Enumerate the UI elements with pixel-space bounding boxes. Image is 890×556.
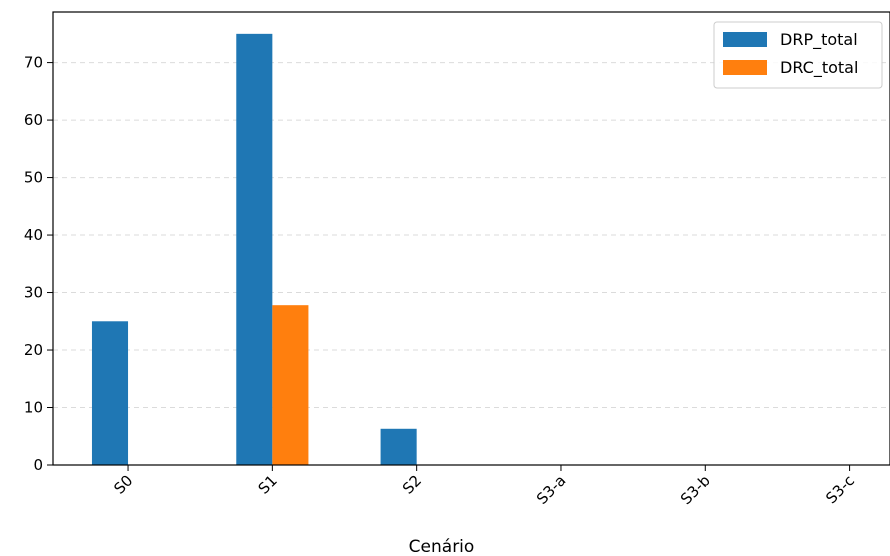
bar-DRC_total-S1 [272, 305, 309, 465]
bar-DRP_total-S2 [380, 428, 417, 465]
x-tick-label: S2 [399, 471, 425, 497]
y-axis: 0 10 20 30 40 50 60 70 [24, 54, 53, 474]
bar-DRP_total-S1 [236, 33, 273, 465]
legend-swatch-DRC_total [723, 60, 767, 75]
bars [91, 33, 417, 465]
y-tick-label: 40 [24, 226, 43, 244]
x-axis-label: Cenário [409, 537, 475, 556]
x-tick-label: S3-b [677, 471, 714, 508]
y-tick-label: 20 [24, 341, 43, 359]
y-tick-label: 70 [24, 54, 43, 72]
x-tick-label: S3-a [533, 471, 570, 508]
y-tick-label: 10 [24, 399, 43, 417]
x-tick-label: S3-c [822, 471, 858, 507]
y-tick-label: 0 [33, 456, 43, 474]
x-tick-label: S0 [110, 471, 136, 497]
legend-label-DRP_total: DRP_total [780, 30, 858, 50]
legend-swatch-DRP_total [723, 32, 767, 47]
y-tick-label: 50 [24, 169, 43, 187]
y-tick-label: 60 [24, 111, 43, 129]
y-tick-label: 30 [24, 284, 43, 302]
legend: DRP_total DRC_total [713, 21, 883, 89]
x-tick-label: S1 [255, 471, 281, 497]
y-gridlines [53, 62, 890, 409]
x-axis: S0 S1 S2 S3-a S3-b S3-c [110, 465, 858, 508]
bar-DRP_total-S0 [91, 321, 129, 465]
plot-frame [52, 11, 890, 466]
legend-label-DRC_total: DRC_total [780, 58, 858, 78]
